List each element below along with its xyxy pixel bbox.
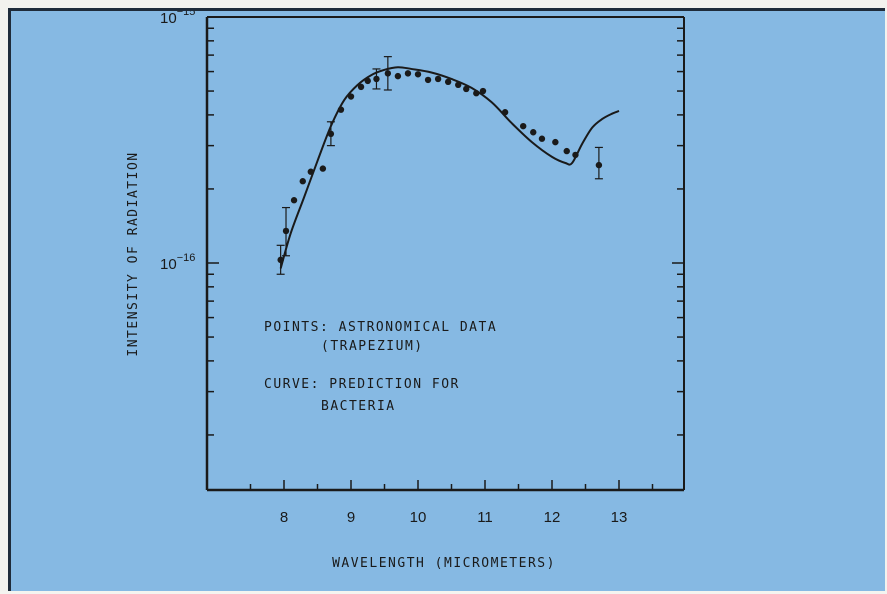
- data-point: [501, 109, 509, 116]
- data-point: [463, 85, 470, 93]
- annotation-text: (TRAPEZIUM): [321, 339, 424, 354]
- data-point: [479, 87, 487, 95]
- y-tick-label: 10−15: [160, 11, 195, 27]
- annotation-text: BACTERIA: [321, 399, 396, 414]
- data-point: [595, 161, 603, 169]
- data-point: [572, 151, 579, 159]
- data-point: [394, 72, 402, 80]
- data-point: [434, 75, 442, 83]
- data-point: [563, 147, 570, 155]
- x-tick-label: 12: [544, 509, 561, 526]
- data-point: [455, 81, 462, 89]
- data-point: [538, 135, 546, 142]
- data-point: [299, 178, 306, 185]
- data-point: [337, 106, 345, 113]
- data-point: [373, 75, 380, 83]
- data-point: [473, 90, 480, 97]
- data-point: [319, 165, 327, 172]
- data-point: [357, 83, 365, 91]
- x-tick-label: 10: [410, 509, 427, 526]
- data-point: [307, 168, 314, 175]
- data-point: [282, 227, 290, 235]
- x-tick-label: 13: [611, 509, 628, 526]
- x-tick-label: 9: [347, 509, 355, 526]
- data-point: [277, 256, 284, 264]
- chart-slide: 10−15 10−16 8 9 10 11 12 13 WAVELENGTH (MICROMET…: [8, 8, 885, 591]
- data-point: [327, 130, 335, 138]
- data-point: [364, 77, 371, 85]
- y-tick-label: 10−16: [160, 252, 195, 273]
- data-point: [530, 129, 537, 136]
- data-point: [414, 71, 422, 78]
- annotation-text: CURVE: PREDICTION FOR: [264, 377, 460, 392]
- annotation-text: POINTS: ASTRONOMICAL DATA: [264, 320, 497, 335]
- x-axis-label: WAVELENGTH (MICROMETERS): [332, 556, 556, 571]
- data-point: [404, 70, 412, 77]
- x-tick-label: 11: [477, 509, 493, 526]
- data-point: [519, 122, 527, 130]
- data-point: [444, 78, 452, 86]
- data-point: [424, 76, 432, 84]
- data-point: [552, 138, 559, 146]
- data-point: [290, 197, 298, 204]
- chart-svg: 10−15 10−16 8 9 10 11 12 13 WAVELENGTH (MICROMET…: [126, 11, 685, 571]
- data-point: [384, 70, 392, 77]
- data-point: [347, 93, 355, 100]
- prediction-curve: [279, 66, 620, 269]
- y-axis-label: INTENSITY OF RADIATION: [126, 151, 141, 356]
- x-tick-label: 8: [280, 509, 288, 526]
